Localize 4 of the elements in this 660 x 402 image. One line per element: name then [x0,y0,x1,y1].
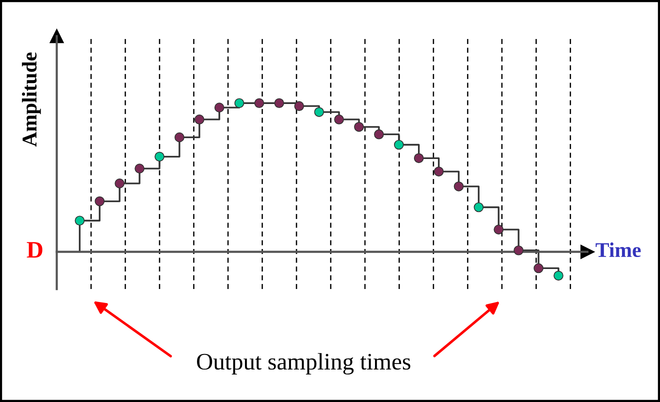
y-axis-title: Amplitude [22,52,41,147]
text: D [26,242,42,258]
x-axis-title: Time [596,242,641,258]
text: Output sampling times [197,353,410,375]
